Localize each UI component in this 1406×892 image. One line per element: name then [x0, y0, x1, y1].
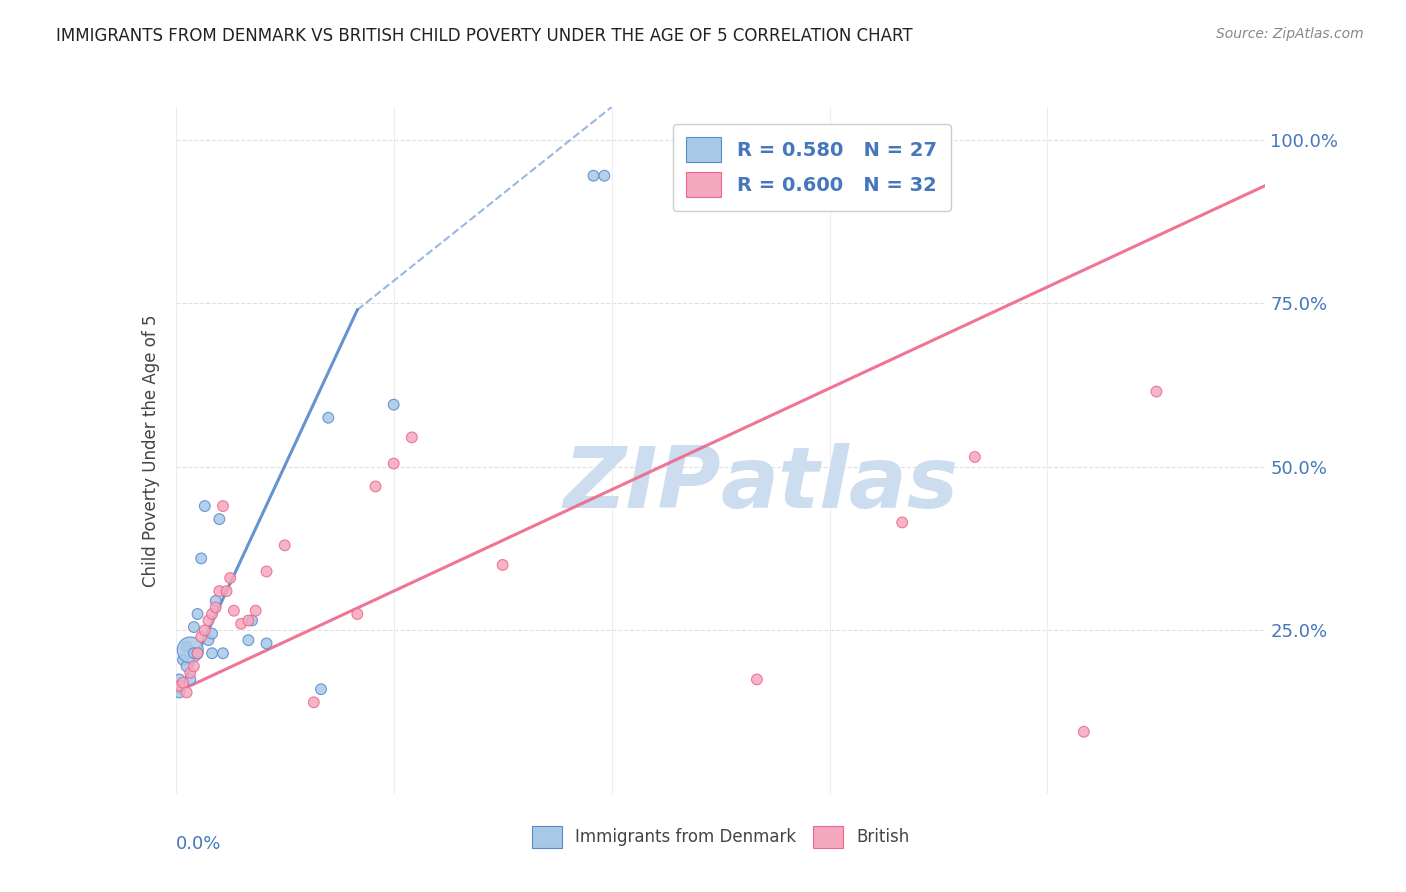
Point [238, 633, 260, 648]
Point [401, 430, 423, 444]
Point [190, 630, 212, 644]
Point [179, 673, 201, 687]
Point [364, 479, 387, 493]
Point [172, 675, 194, 690]
Point [208, 584, 231, 599]
Point [582, 169, 605, 183]
Text: 0.0%: 0.0% [176, 835, 221, 853]
Text: IMMIGRANTS FROM DENMARK VS BRITISH CHILD POVERTY UNDER THE AGE OF 5 CORRELATION : IMMIGRANTS FROM DENMARK VS BRITISH CHILD… [56, 27, 912, 45]
Point [197, 633, 219, 648]
Point [238, 614, 260, 628]
Y-axis label: Child Poverty Under the Age of 5: Child Poverty Under the Age of 5 [142, 314, 160, 587]
Point [186, 646, 209, 660]
Point [183, 659, 205, 673]
Point [201, 626, 224, 640]
Point [492, 558, 515, 572]
Point [274, 538, 297, 552]
Point [208, 512, 231, 526]
Point [219, 571, 242, 585]
Point [201, 646, 224, 660]
Point [212, 646, 235, 660]
Point [963, 450, 986, 464]
Point [346, 607, 368, 621]
Point [215, 584, 238, 599]
Point [1073, 724, 1095, 739]
Point [183, 646, 205, 660]
Point [318, 410, 340, 425]
Point [172, 653, 194, 667]
Point [309, 682, 332, 697]
Point [183, 620, 205, 634]
Point [176, 640, 198, 654]
Point [212, 499, 235, 513]
Point [1146, 384, 1168, 399]
Text: atlas: atlas [721, 443, 959, 526]
Point [186, 646, 209, 660]
Point [190, 551, 212, 566]
Point [302, 695, 325, 709]
Point [186, 607, 209, 621]
Point [256, 636, 278, 650]
Point [201, 607, 224, 621]
Text: ZIP: ZIP [562, 443, 721, 526]
Point [169, 679, 191, 693]
Point [382, 398, 405, 412]
Point [169, 685, 191, 699]
Point [169, 673, 191, 687]
Point [745, 673, 768, 687]
Point [176, 659, 198, 673]
Text: Source: ZipAtlas.com: Source: ZipAtlas.com [1216, 27, 1364, 41]
Point [179, 665, 201, 680]
Point [256, 565, 278, 579]
Point [891, 516, 914, 530]
Point [179, 643, 201, 657]
Point [240, 614, 263, 628]
Point [197, 614, 219, 628]
Point [222, 604, 245, 618]
Point [176, 685, 198, 699]
Point [382, 457, 405, 471]
Point [194, 499, 217, 513]
Point [194, 624, 217, 638]
Legend: Immigrants from Denmark, British: Immigrants from Denmark, British [524, 820, 917, 855]
Point [245, 604, 267, 618]
Point [231, 616, 253, 631]
Point [204, 594, 226, 608]
Point [593, 169, 616, 183]
Point [204, 600, 226, 615]
